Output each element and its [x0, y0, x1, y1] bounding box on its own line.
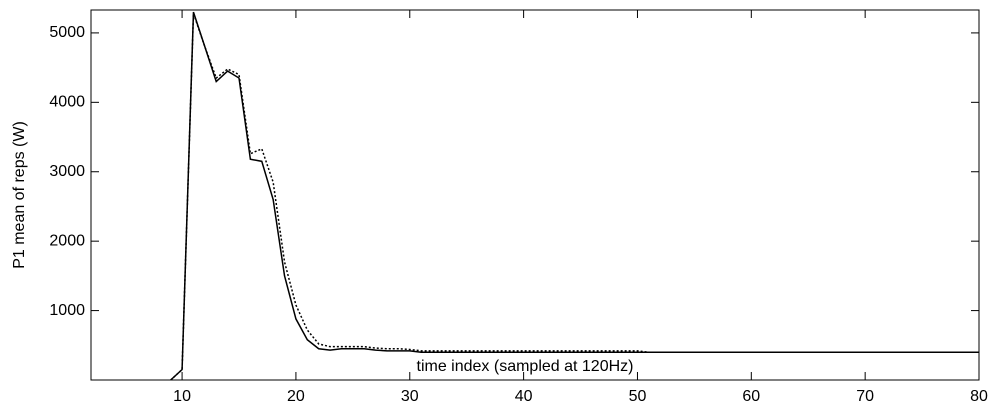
y-tick-label: 3000 — [49, 163, 85, 180]
x-tick-label: 30 — [401, 388, 419, 405]
y-tick-label: 4000 — [49, 94, 85, 111]
y-axis-label: P1 mean of reps (W) — [11, 121, 28, 269]
y-tick-label: 1000 — [49, 302, 85, 319]
x-tick-label: 10 — [173, 388, 191, 405]
x-tick-label: 70 — [856, 388, 874, 405]
y-tick-label: 2000 — [49, 232, 85, 249]
x-tick-label: 40 — [515, 388, 533, 405]
x-tick-label: 20 — [287, 388, 305, 405]
x-tick-label: 60 — [742, 388, 760, 405]
x-axis-label: time index (sampled at 120Hz) — [417, 358, 634, 375]
x-tick-label: 80 — [970, 388, 988, 405]
line-series — [170, 11, 979, 381]
y-tick-label: 5000 — [49, 24, 85, 41]
x-tick-label: 50 — [629, 388, 647, 405]
plot-frame — [90, 9, 980, 381]
